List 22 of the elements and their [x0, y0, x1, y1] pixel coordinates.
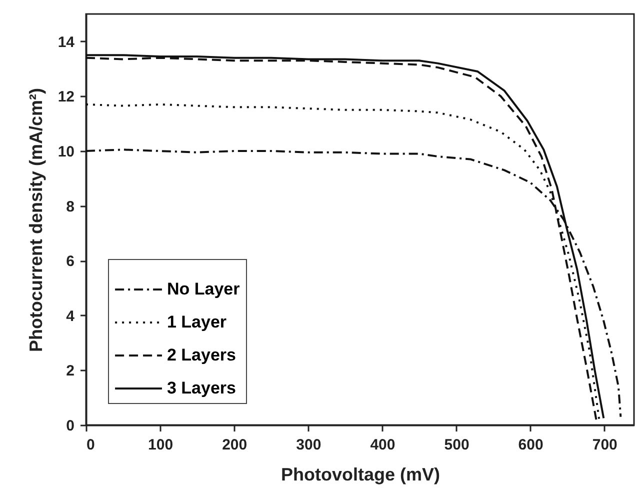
x-tick-label: 500: [444, 436, 470, 454]
x-tick-label: 400: [370, 436, 396, 454]
y-tick-label: 0: [66, 418, 74, 434]
x-tick-label: 600: [518, 436, 544, 454]
legend-label: 1 Layer: [167, 312, 227, 332]
y-tick-label: 6: [66, 253, 74, 270]
y-tick-label: 8: [66, 198, 74, 216]
y-tick-label: 10: [58, 144, 74, 160]
x-tick-label: 100: [148, 436, 174, 454]
y-tick-label: 14: [58, 34, 76, 51]
y-tick-label: 2: [66, 362, 74, 380]
y-axis-title: Photocurrent density (mA/cm²): [26, 88, 46, 352]
y-tick-label: 4: [66, 308, 76, 325]
x-tick-label: 0: [86, 436, 95, 454]
x-axis-title: Photovoltage (mV): [280, 464, 440, 484]
x-tick-label: 300: [296, 436, 322, 454]
x-tick-label: 700: [592, 436, 618, 454]
x-tick-label: 200: [222, 436, 248, 454]
legend-label: 3 Layers: [167, 378, 236, 398]
legend-label: 2 Layers: [167, 346, 236, 364]
legend-label: No Layer: [167, 280, 240, 298]
y-tick-label: 12: [58, 88, 74, 106]
